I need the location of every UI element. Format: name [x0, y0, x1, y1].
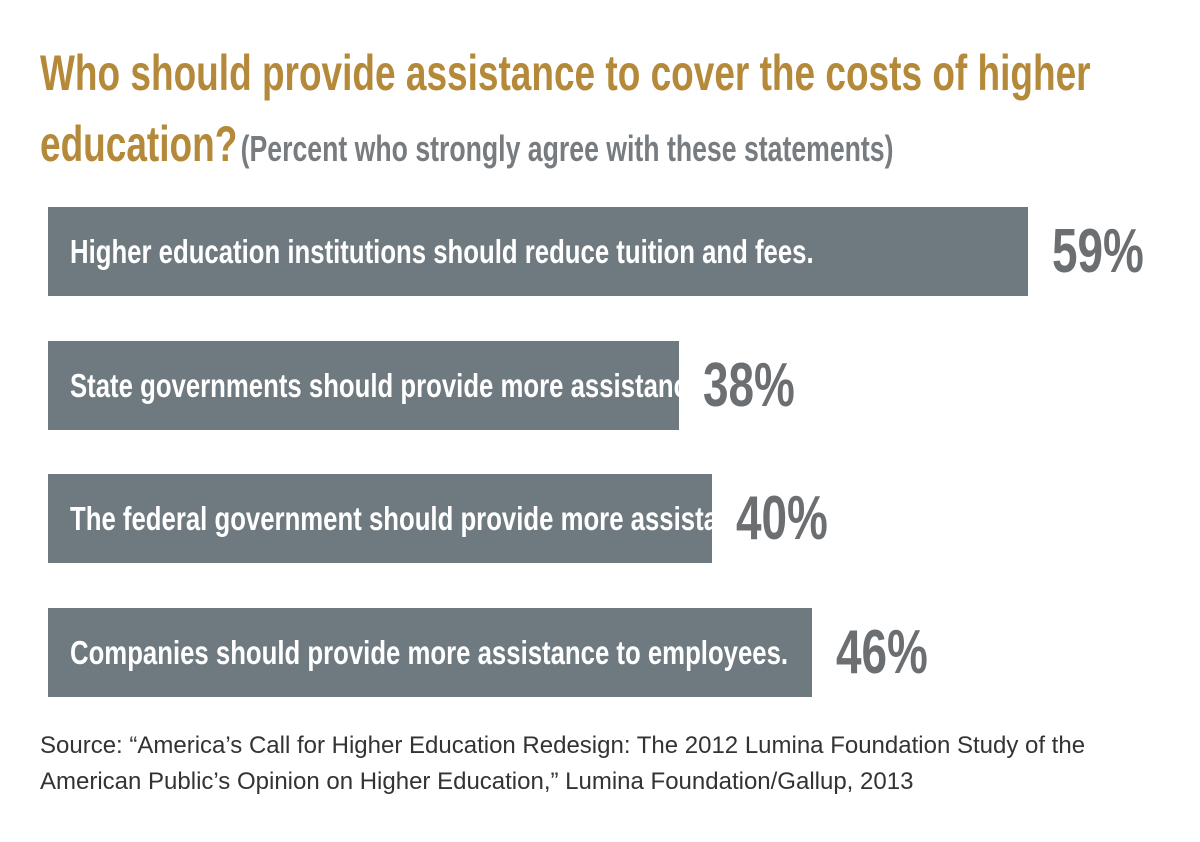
- data-label: 40%: [736, 484, 829, 554]
- category-label: Higher education institutions should red…: [70, 233, 814, 270]
- source-note: Source: “America’s Call for Higher Educa…: [40, 732, 1086, 795]
- data-label: 38%: [703, 350, 796, 420]
- heading: Who should provide assistance to cover t…: [40, 44, 1150, 186]
- category-label: Companies should provide more assistance…: [70, 634, 789, 672]
- data-label: 59%: [1052, 217, 1144, 286]
- chart-subtitle: (Percent who strongly agree with these s…: [240, 128, 894, 169]
- chart-title: Who should provide assistance to cover t…: [40, 45, 1091, 172]
- bar: Companies should provide more assistance…: [48, 608, 813, 698]
- data-label: 46%: [836, 618, 928, 688]
- category-label: State governments should provide more as…: [70, 366, 710, 404]
- bar: The federal government should provide mo…: [48, 474, 769, 564]
- category-label: The federal government should provide mo…: [70, 500, 770, 538]
- bar: Higher education institutions should red…: [48, 207, 1028, 296]
- bar: State governments should provide more as…: [48, 340, 709, 430]
